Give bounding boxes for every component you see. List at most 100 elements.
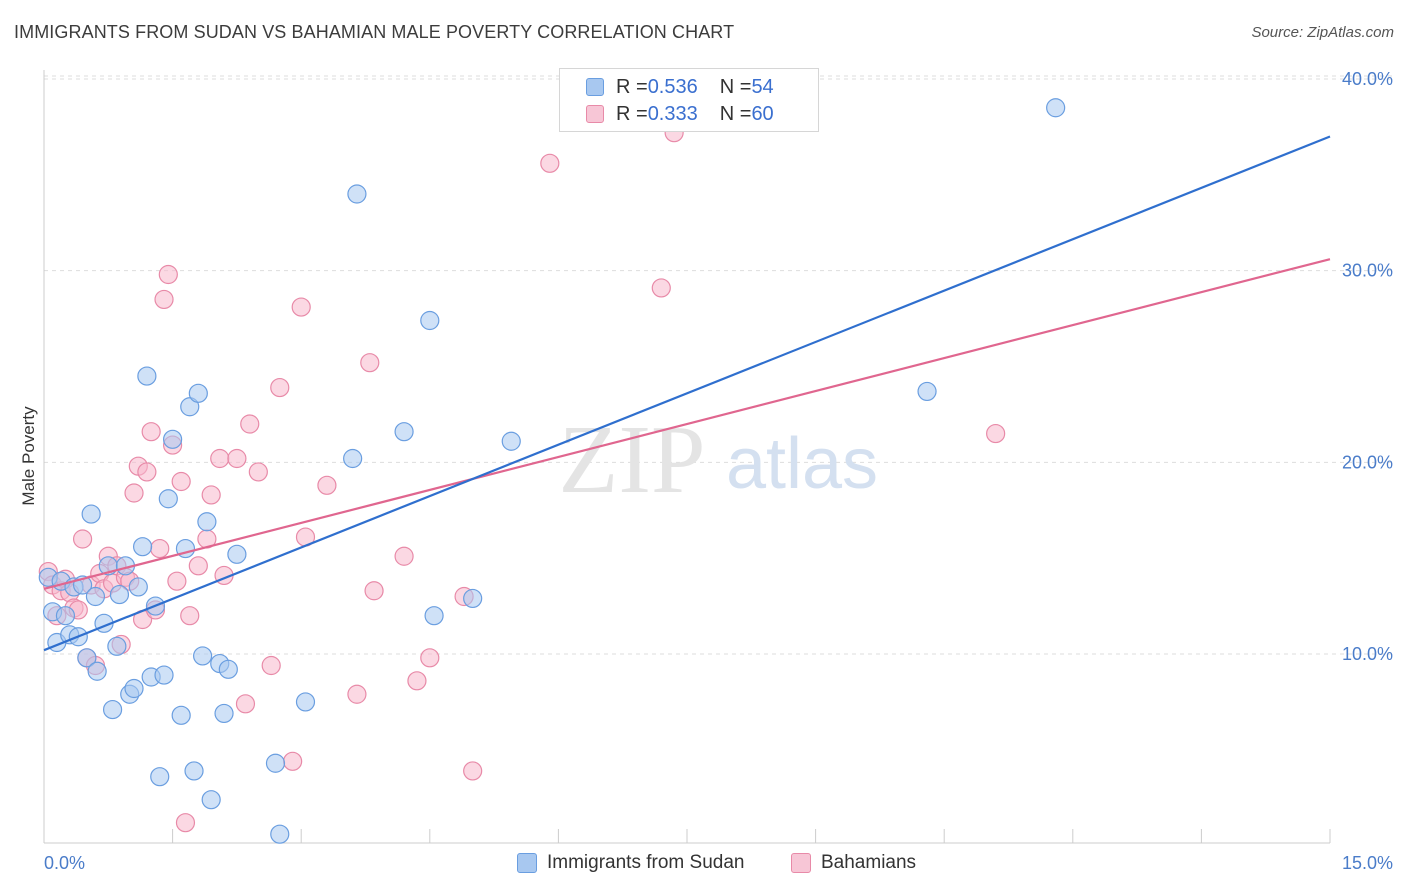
sudan-point [55,606,76,626]
sudan-point [102,699,123,720]
bahamians-swatch [586,105,604,123]
legend-n-label: N = [719,75,752,98]
x-tick-label: 15.0% [1342,853,1393,873]
sudan-point [81,504,101,524]
bahamians-point [175,813,196,833]
bahamians-point [394,546,414,566]
sudan-point [150,767,170,787]
correlation-legend: R = 0.536 N = 54 R = 0.333 N = 60 [559,68,819,132]
sudan-point [87,661,107,681]
bahamians-point [651,278,671,298]
sudan-point [214,703,234,724]
watermark-zip: ZIP [559,406,706,514]
sudan-point [347,184,367,204]
sudan-point [201,790,221,810]
bahamians-point [235,694,256,714]
bahamians-point [137,462,157,482]
legend-r-value: 0.536 [647,75,698,98]
bahamians-point [171,471,191,492]
trend-lines [43,135,1331,652]
sudan-point [218,659,238,679]
bahamians-point [283,751,303,771]
sudan-point [343,448,363,469]
bahamians-point [180,606,200,626]
sudan-trend-line [43,135,1331,652]
sudan-point [137,366,157,386]
bahamians-point [248,462,268,482]
bahamians-trend-line [43,258,1331,590]
legend-row-bahamians: R = 0.333 N = 60 [586,102,774,126]
bahamians-point [317,475,337,495]
sudan-point [917,381,937,402]
legend-r-value: 0.333 [647,102,698,125]
bahamians-point [540,153,560,173]
bahamians-point [124,483,144,503]
sudan-point [227,544,247,564]
sudan-point [197,512,217,532]
bahamians-point [364,581,384,601]
sudan-point [295,692,316,712]
bahamians-point [986,423,1006,444]
sudan-point [424,606,444,626]
sudan-point [180,397,200,417]
bahamians-point [201,485,221,505]
sudan-point [107,636,127,656]
legend-item-sudan[interactable]: Immigrants from Sudan [517,852,744,874]
axes [43,70,1331,844]
bahamians-point [407,671,427,691]
legend-row-sudan: R = 0.536 N = 54 [586,75,774,99]
bahamians-point [167,571,187,591]
x-tick-label: 0.0% [44,853,85,873]
sudan-point [154,665,174,685]
tick-labels: 10.0% 20.0% 30.0% 40.0% 0.0% 15.0% [44,69,1393,873]
bahamians-point [72,529,93,549]
bahamians-point [154,289,174,310]
sudan-point [193,646,213,666]
bahamians-point [210,448,230,469]
sudan-point [124,678,144,699]
sudan-swatch [586,78,604,96]
grid-lines [44,75,1392,655]
watermark: ZIP atlas [559,406,879,514]
y-tick-label: 20.0% [1342,452,1393,472]
bahamians-point [158,264,178,285]
bahamians-point [270,377,290,398]
y-tick-label: 40.0% [1342,69,1393,89]
legend-n-label: N = [719,102,752,125]
sudan-point [1046,98,1066,118]
sudan-point [188,383,208,403]
legend-item-label: Bahamians [821,852,917,873]
bahamians-point [188,556,208,576]
legend-r-label: R = [616,75,648,98]
y-tick-label: 10.0% [1342,644,1393,664]
bahamians-legend-swatch [791,853,811,873]
sudan-point [132,537,153,557]
legend-r-label: R = [616,102,648,125]
chart-title: IMMIGRANTS FROM SUDAN VS BAHAMIAN MALE P… [14,22,735,42]
y-axis-label: Male Poverty [19,406,38,506]
sudan-point [184,761,204,781]
bahamians-point [227,448,247,469]
sudan-legend-swatch [517,853,537,873]
sudan-point [85,586,106,607]
legend-item-label: Immigrants from Sudan [547,852,745,873]
sudan-point [463,588,483,609]
sudan-point [77,648,97,668]
bahamians-point [141,422,161,442]
source-label: Source: ZipAtlas.com [1251,24,1394,41]
sudan-point [394,422,414,442]
sudan-point [270,824,290,844]
y-tick-label: 30.0% [1342,261,1393,281]
bahamians-point [261,655,281,676]
legend-item-bahamians[interactable]: Bahamians [791,852,916,874]
sudan-point [163,429,183,449]
bahamians-point [420,648,440,668]
bahamians-point [150,538,170,559]
sudan-point [171,705,191,725]
legend-n-value: 60 [751,102,774,125]
sudan-point [128,577,148,597]
bahamians-point [291,297,311,317]
bahamians-point [463,761,483,781]
sudan-point [158,489,178,509]
